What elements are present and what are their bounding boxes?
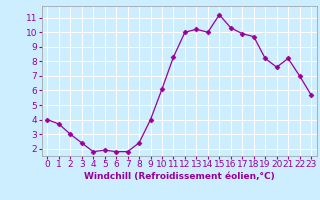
X-axis label: Windchill (Refroidissement éolien,°C): Windchill (Refroidissement éolien,°C) (84, 172, 275, 181)
